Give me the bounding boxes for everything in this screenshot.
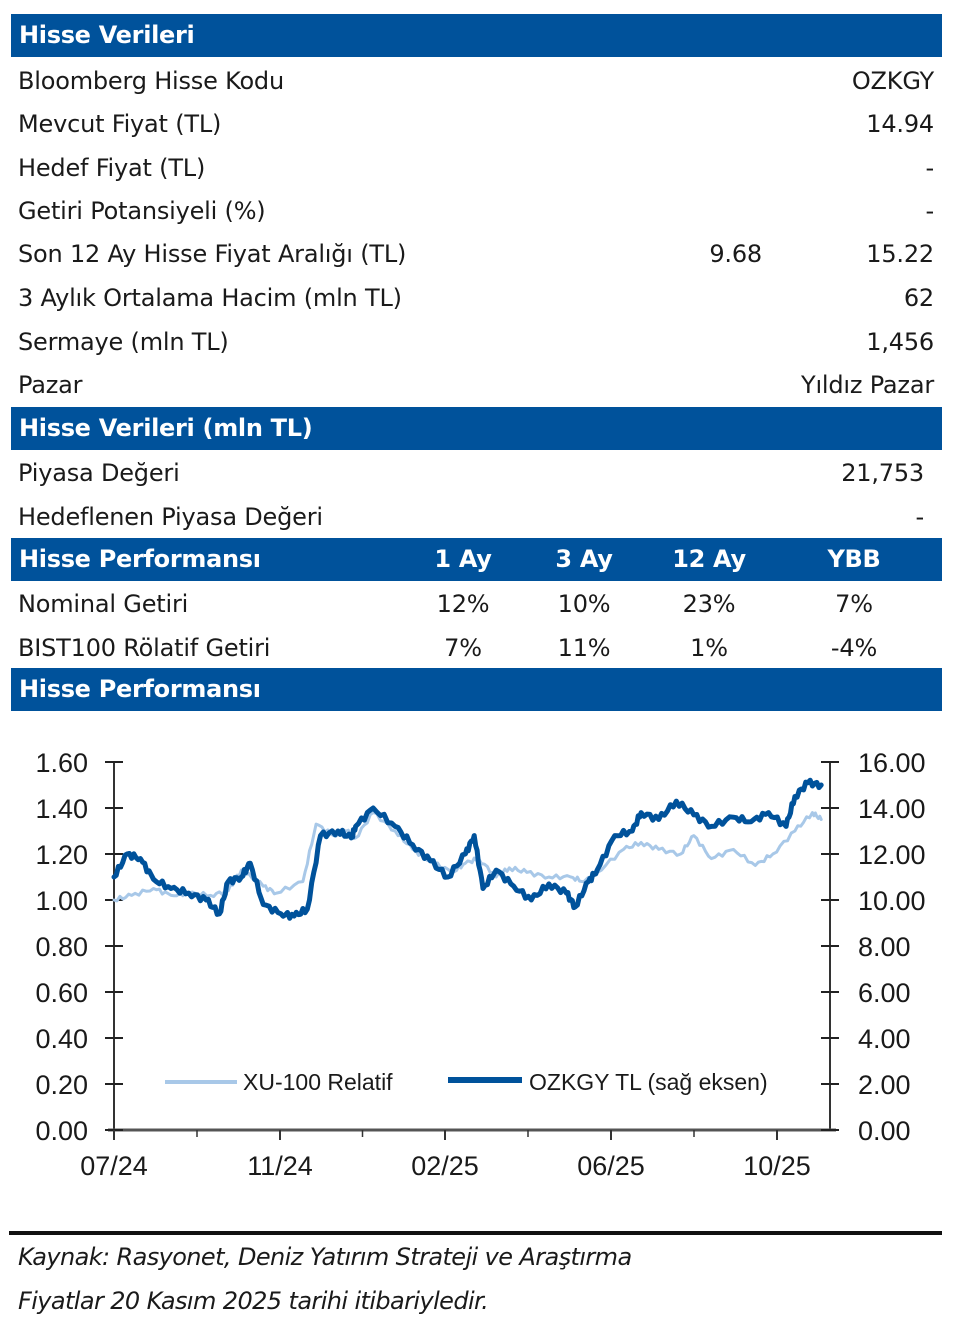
cell: 10% [557, 590, 611, 618]
row-label: Son 12 Ay Hisse Fiyat Aralığı (TL) [18, 240, 407, 268]
right-tick-label: 14.00 [858, 794, 926, 824]
row-label: Hedef Fiyat (TL) [18, 154, 206, 182]
right-tick-label: 2.00 [858, 1070, 911, 1100]
data-row-target-price: Hedef Fiyat (TL) - [11, 146, 942, 190]
chart-legend: XU-100 Relatif OZKGY TL (sağ eksen) [165, 1069, 768, 1095]
section-header-hisse-verileri: Hisse Verileri [11, 14, 942, 57]
left-tick-label: 1.00 [35, 886, 88, 916]
cell: 7% [444, 634, 482, 662]
row-value: - [915, 503, 925, 531]
row-value: - [925, 197, 935, 225]
cell: -4% [830, 634, 878, 662]
left-tick-label: 1.20 [35, 840, 88, 870]
data-row-return-potential: Getiri Potansiyeli (%) - [11, 189, 942, 233]
cell: 23% [682, 590, 736, 618]
cell: 7% [835, 590, 873, 618]
row-value: 62 [903, 284, 934, 312]
row-value: Yıldız Pazar [801, 371, 934, 399]
row-value-high: 15.22 [866, 240, 934, 268]
perf-row-nominal: Nominal Getiri 12% 10% 23% 7% [11, 582, 942, 626]
data-row-capital: Sermaye (mln TL) 1,456 [11, 320, 942, 364]
row-label: 3 Aylık Ortalama Hacim (mln TL) [18, 284, 402, 312]
row-label: Sermaye (mln TL) [18, 328, 229, 356]
row-value-low: 9.68 [709, 240, 762, 268]
section-header-chart: Hisse Performansı [11, 668, 942, 711]
row-value: - [925, 154, 935, 182]
date-note: Fiyatlar 20 Kasım 2025 tarihi itibariyle… [18, 1287, 489, 1315]
chart-tick-labels: 0.00 0.20 0.40 0.60 0.80 1.00 1.20 1.40 1.60 0.00… [35, 748, 925, 1181]
x-tick-label: 07/24 [80, 1151, 148, 1181]
x-tick-label: 11/24 [247, 1151, 313, 1181]
row-label: Pazar [18, 371, 83, 399]
right-tick-label: 4.00 [858, 1024, 911, 1054]
row-value: 1,456 [866, 328, 934, 356]
row-label: Mevcut Fiyat (TL) [18, 110, 222, 138]
column-header: 3 Ay [555, 545, 613, 573]
series-line-ozkgy [111, 777, 824, 921]
legend-label-relative: XU-100 Relatif [243, 1069, 393, 1095]
section-title: Hisse Verileri (mln TL) [19, 414, 313, 442]
x-tick-label: 06/25 [577, 1151, 645, 1181]
row-label: BIST100 Rölatif Getiri [18, 634, 271, 662]
column-header: 1 Ay [434, 545, 492, 573]
data-row-12m-range: Son 12 Ay Hisse Fiyat Aralığı (TL) 9.68 … [11, 232, 942, 276]
cell: 1% [690, 634, 728, 662]
x-tick-label: 10/25 [743, 1151, 811, 1181]
data-row-avg-volume: 3 Aylık Ortalama Hacim (mln TL) 62 [11, 276, 942, 320]
section-header-hisse-performansi: Hisse Performansı 1 Ay 3 Ay 12 Ay YBB [11, 538, 942, 581]
left-tick-label: 1.40 [35, 794, 88, 824]
legend-label-ozkgy: OZKGY TL (sağ eksen) [529, 1069, 768, 1095]
series-line-xu100-relative [112, 811, 823, 903]
left-tick-label: 0.40 [35, 1024, 88, 1054]
data-row-bloomberg-code: Bloomberg Hisse Kodu OZKGY [11, 59, 942, 103]
column-header: YBB [827, 545, 881, 573]
row-label: Hedeflenen Piyasa Değeri [18, 503, 323, 531]
left-tick-label: 0.20 [35, 1070, 88, 1100]
left-tick-label: 1.60 [35, 748, 88, 778]
column-header: 12 Ay [672, 545, 746, 573]
row-label: Bloomberg Hisse Kodu [18, 67, 284, 95]
section-title: Hisse Performansı [19, 545, 261, 573]
x-tick-label: 02/25 [411, 1151, 479, 1181]
data-row-market: Pazar Yıldız Pazar [11, 363, 942, 407]
chart-axes [105, 761, 839, 1140]
cell: 12% [436, 590, 490, 618]
right-tick-label: 6.00 [858, 978, 911, 1008]
source-note: Kaynak: Rasyonet, Deniz Yatırım Strateji… [18, 1243, 632, 1271]
section-title: Hisse Verileri [19, 21, 195, 49]
left-tick-label: 0.00 [35, 1116, 88, 1146]
left-tick-label: 0.80 [35, 932, 88, 962]
section-title: Hisse Performansı [19, 675, 261, 703]
row-label: Getiri Potansiyeli (%) [18, 197, 266, 225]
footer-divider [9, 1231, 942, 1235]
data-row-market-cap: Piyasa Değeri 21,753 [11, 451, 942, 495]
chart-series [111, 777, 824, 921]
data-row-target-market-cap: Hedeflenen Piyasa Değeri - [11, 495, 942, 539]
row-value: 21,753 [841, 459, 924, 487]
right-tick-label: 0.00 [858, 1116, 911, 1146]
right-tick-label: 16.00 [858, 748, 926, 778]
perf-row-bist100-relative: BIST100 Rölatif Getiri 7% 11% 1% -4% [11, 626, 942, 670]
data-row-current-price: Mevcut Fiyat (TL) 14.94 [11, 102, 942, 146]
right-tick-label: 10.00 [858, 886, 926, 916]
left-tick-label: 0.60 [35, 978, 88, 1008]
row-value: 14.94 [866, 110, 934, 138]
row-label: Nominal Getiri [18, 590, 189, 618]
performance-chart: 0.00 0.20 0.40 0.60 0.80 1.00 1.20 1.40 1.60 0.00… [35, 748, 925, 1181]
row-value: OZKGY [851, 67, 934, 95]
right-tick-label: 12.00 [858, 840, 926, 870]
section-header-hisse-verileri-mln: Hisse Verileri (mln TL) [11, 407, 942, 450]
right-tick-label: 8.00 [858, 932, 911, 962]
row-label: Piyasa Değeri [18, 459, 180, 487]
cell: 11% [557, 634, 611, 662]
